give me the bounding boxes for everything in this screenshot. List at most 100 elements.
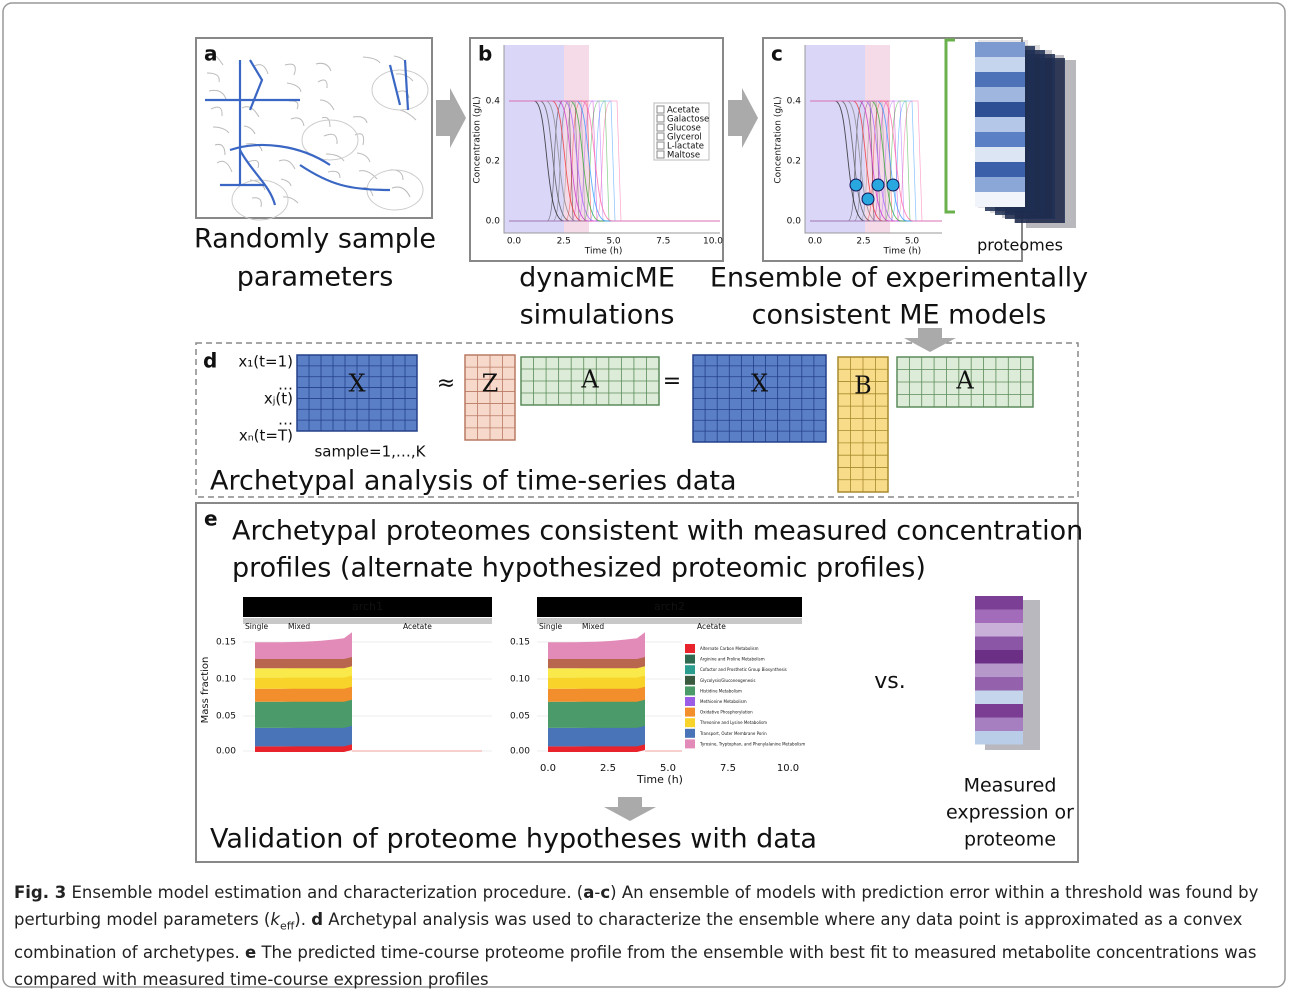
proteome-cell [975,596,1023,610]
legend-swatch [685,686,695,695]
y-tick-label: 0.4 [486,97,501,107]
y-tick-label: 0.00 [510,747,530,757]
panel-label: d [203,349,217,373]
y-tick-label: 0.05 [510,712,530,722]
legend-swatch [685,676,695,685]
y-tick-label: 0.10 [510,675,530,685]
y-tick-label: 0.15 [216,638,236,648]
vs-label: vs. [874,669,905,694]
legend-swatch [685,718,695,727]
operator: ≈ [437,371,455,396]
legend-swatch [685,665,695,674]
matrix-letter: X [348,370,365,398]
proteome-cell [975,117,1025,132]
section-title: Validation of proteome hypotheses with d… [210,824,817,855]
figure: aRandomly sampleparameters0.40.20.00.02.… [0,0,1289,991]
phase-label: Acetate [697,622,726,631]
legend-label: Oxidative Phosphorylation [700,710,753,715]
step-caption: parameters [237,262,394,293]
proteome-cell [975,623,1023,637]
x-tick-label: 2.5 [856,237,870,247]
legend-label: Alternate Carbon Metabolism [700,646,759,651]
x-tick-label: 2.5 [600,763,616,774]
legend-swatch [685,708,695,717]
legend-swatch [657,115,664,122]
x-tick-label: 7.5 [656,237,670,247]
x-tick-label: 0.0 [540,763,556,774]
legend-swatch [657,142,664,149]
proteome-cell [975,677,1023,691]
legend-label: Maltose [667,151,700,161]
y-tick-label: 0.15 [510,638,530,648]
y-tick-label: 0.2 [787,157,801,167]
figure-caption: Fig. 3 Ensemble model estimation and cha… [14,879,1276,993]
measured-label: expression or [946,802,1074,824]
proteome-cell [975,731,1023,745]
caption-segment: Ensemble model estimation and characteri… [66,883,583,902]
caption-segment: ). [294,910,311,929]
selected-point [850,179,862,191]
phase-label: Mixed [288,622,310,631]
proteome-cell [975,147,1025,162]
x-tick-label: 0.0 [808,237,823,247]
proteome-cell [975,42,1025,57]
panel-a-frame [196,38,432,218]
selected-point [887,179,899,191]
row-label: xₙ(t=T) [239,427,293,445]
proteome-cell [975,664,1023,678]
x-axis-title: Time (h) [882,247,921,257]
legend-label: Transport, Outer Membrane Porin [699,731,767,736]
y-axis-title: Mass fraction [200,657,211,724]
legend-swatch [657,151,664,158]
proteome-cell [975,704,1023,718]
proteome-cell [975,72,1025,87]
proteome-cell [975,132,1025,147]
proteome-cell [975,162,1025,177]
arrow [904,328,956,352]
x-tick-label: 5.0 [905,237,920,247]
legend-label: Threonine and Lysine Metabolism [699,720,767,725]
step-caption: Ensemble of experimentally [710,263,1088,294]
y-tick-label: 0.0 [486,217,501,227]
selected-point [862,193,874,205]
proteomes-label: proteomes [977,236,1063,255]
caption-segment: Fig. 3 [14,883,66,902]
phase-label: Acetate [403,622,432,631]
y-tick-label: 0.2 [486,157,500,167]
proteome-cell [975,87,1025,102]
caption-segment: e [245,943,256,962]
x-tick-label: 0.0 [507,237,522,247]
row-label: x₁(t=1) [238,353,293,371]
caption-segment: eff [280,919,294,932]
arrow [436,88,466,148]
row-label: xⱼ(t) [264,390,293,408]
measured-label: Measured [964,775,1057,797]
phase-label: Mixed [582,622,604,631]
legend-swatch [685,644,695,653]
legend-label: Arginine and Proline Metabolism [700,657,765,662]
legend-swatch [657,133,664,140]
y-tick-label: 0.4 [787,97,802,107]
proteome-cell [975,637,1023,651]
matrix-letter: X [751,370,768,398]
section-title: profiles (alternate hypothesized proteom… [232,553,926,584]
y-tick-label: 0.10 [216,675,236,685]
matrix-letter: B [854,372,872,400]
caption-segment: c [600,883,610,902]
legend-swatch [685,697,695,706]
operator: = [663,369,681,394]
facet-title: arch2 [654,600,685,613]
facet-title: arch1 [352,600,383,613]
proteome-cell [975,177,1025,192]
measured-label: proteome [964,829,1056,851]
legend-label: Histidine Metabolism [700,688,742,693]
x-tick-label: 10.0 [703,237,723,247]
y-tick-label: 0.0 [787,217,802,227]
matrix-letter: A [955,367,974,395]
panel-label: e [204,507,218,531]
matrix-letter: Z [482,370,499,398]
caption-segment: k [270,910,280,929]
panel-label: c [771,42,783,66]
caption-segment: d [311,910,323,929]
phase-label: Single [539,622,562,631]
